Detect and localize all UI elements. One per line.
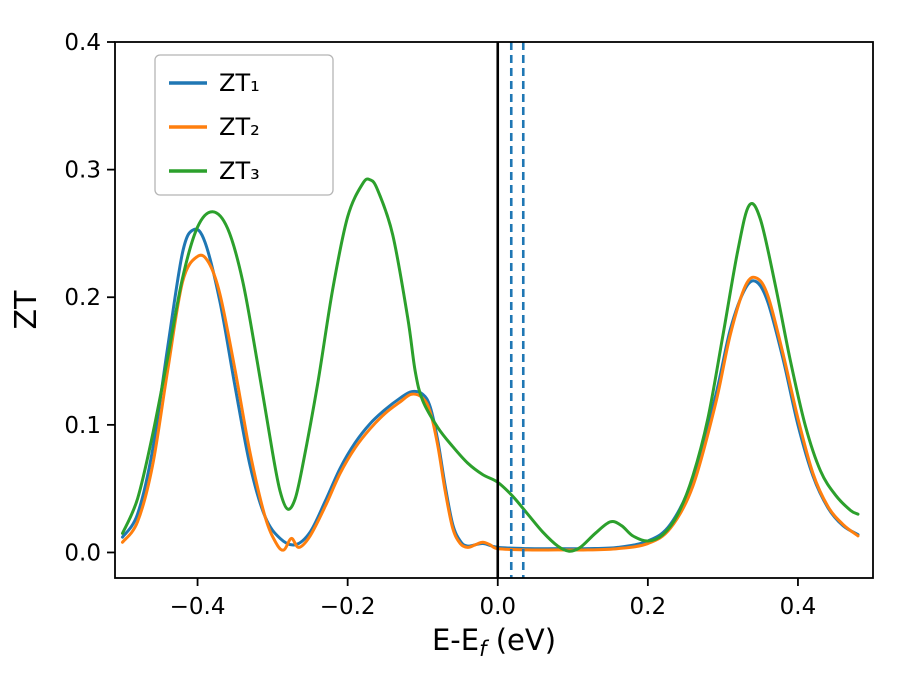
y-tick-label: 0.2	[64, 285, 101, 311]
x-tick-label: 0.0	[479, 594, 516, 620]
legend: ZT₁ ZT₂ ZT₃	[154, 54, 334, 196]
series-line-zt3	[121, 177, 860, 553]
x-tick-label: −0.2	[320, 594, 376, 620]
y-tick-label: 0.1	[64, 413, 101, 439]
legend-label-zt2: ZT₂	[219, 113, 260, 141]
legend-label-zt3: ZT₃	[219, 157, 260, 185]
series-line-zt2	[121, 253, 860, 552]
x-axis-label: E-Ef (eV)	[432, 623, 556, 661]
x-tick-label: 0.4	[780, 594, 817, 620]
y-tick-label: 0.0	[64, 540, 101, 566]
y-axis-label: ZT	[9, 290, 44, 330]
legend-frame	[154, 54, 334, 196]
y-tick-label: 0.3	[64, 158, 101, 184]
x-tick-label: −0.4	[170, 594, 226, 620]
axes-spines	[114, 41, 874, 579]
x-tick-label: 0.2	[630, 594, 667, 620]
series-group	[121, 177, 860, 553]
legend-label-zt1: ZT₁	[219, 69, 260, 97]
y-tick-label: 0.4	[64, 30, 101, 56]
